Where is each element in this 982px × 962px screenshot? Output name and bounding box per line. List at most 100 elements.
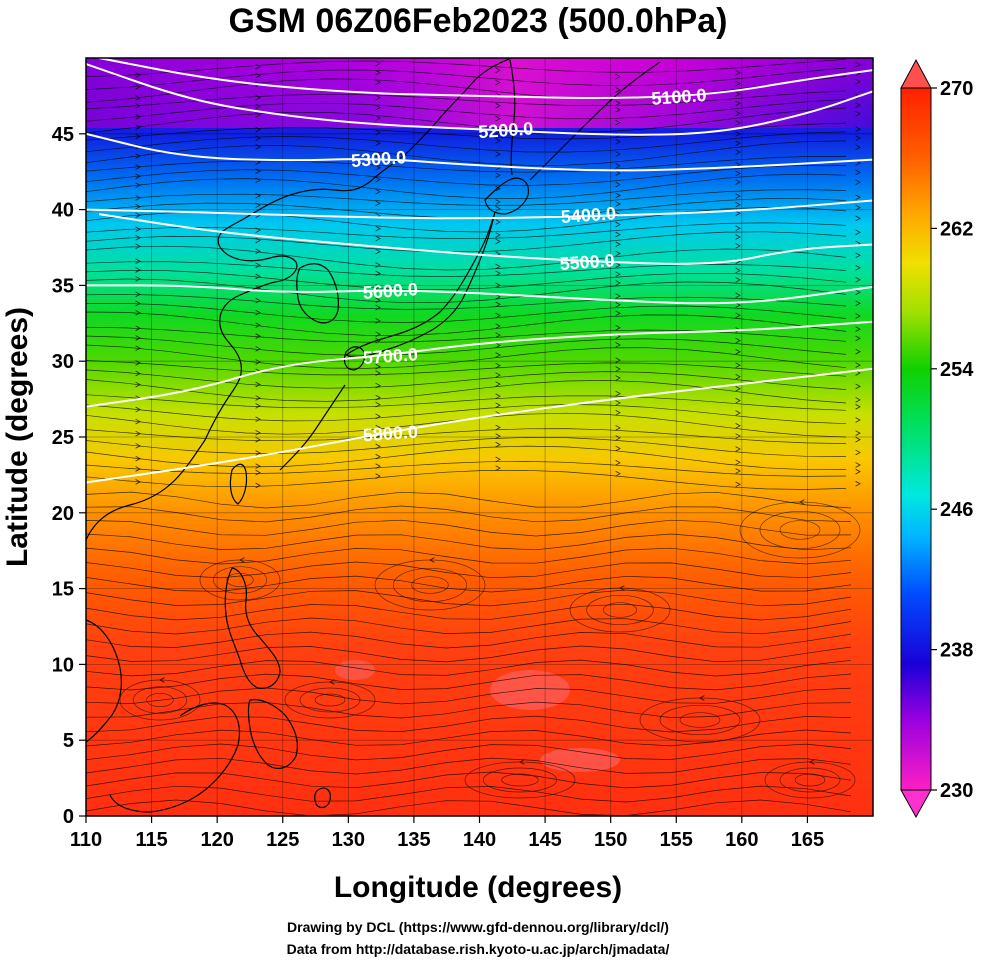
streamline-arrow — [615, 271, 621, 277]
streamline-arrow — [375, 413, 381, 420]
streamline-arrow — [135, 466, 141, 472]
x-tick-label: 155 — [660, 829, 693, 851]
coast-philippines-south — [247, 699, 298, 769]
colorbar-tick-label: 254 — [940, 359, 974, 381]
streamline-arrow — [495, 381, 501, 387]
streamline-arrow — [135, 124, 141, 130]
x-tick-label: 150 — [594, 829, 627, 851]
streamline-arrow — [159, 677, 165, 683]
streamline-arrow — [375, 463, 381, 469]
streamline-arrow — [735, 410, 741, 416]
streamline-arrow — [135, 95, 141, 101]
streamline-arrow — [495, 352, 501, 358]
streamline-arrow — [855, 277, 861, 283]
streamline-arrow — [495, 238, 501, 245]
streamline-arrow — [135, 212, 141, 218]
streamline-arrow — [855, 430, 861, 436]
streamline-arrow — [495, 372, 501, 378]
streamline-arrow — [615, 366, 621, 372]
streamline-arrow — [855, 169, 861, 176]
streamline — [86, 189, 847, 206]
streamline-arrow — [375, 104, 381, 111]
credit-line-1: Drawing by DCL (https://www.gfd-dennou.o… — [287, 919, 669, 935]
streamline-arrow — [255, 227, 261, 233]
streamline-arrow — [855, 417, 861, 423]
streamline-arrow — [375, 473, 381, 479]
streamline-arrow — [495, 424, 501, 431]
coast-ryukyu — [279, 384, 346, 471]
streamline-arrow — [375, 129, 381, 136]
streamline — [392, 567, 468, 603]
streamline-arrow — [615, 459, 621, 466]
streamline — [86, 107, 847, 134]
streamline-arrow — [135, 153, 141, 159]
streamline-arrow — [255, 144, 261, 150]
height-contour — [98, 58, 873, 100]
streamline-arrow — [255, 450, 261, 456]
streamline-arrow — [255, 309, 261, 316]
streamline — [86, 428, 847, 444]
streamline — [86, 302, 847, 323]
streamline-arrow — [855, 102, 861, 108]
x-tick-label: 120 — [200, 829, 233, 851]
height-contour — [86, 284, 873, 305]
x-tick-label: 145 — [528, 829, 561, 851]
streamlines — [86, 58, 861, 816]
streamline-arrow — [495, 323, 501, 329]
streamline-arrow — [855, 252, 861, 259]
streamline-arrow — [615, 390, 621, 397]
streamline-arrow — [375, 69, 381, 76]
streamline-arrow — [615, 192, 621, 199]
streamline-arrow — [615, 181, 621, 188]
streamline-arrow — [375, 270, 381, 277]
x-tick-label: 135 — [397, 829, 430, 851]
streamline-arrow — [735, 210, 741, 216]
streamline-arrow — [855, 289, 861, 296]
warm-patch — [490, 670, 570, 710]
streamline — [759, 510, 841, 550]
streamline-arrow — [135, 133, 141, 140]
streamline-arrow — [135, 325, 141, 331]
streamline-arrow — [615, 470, 621, 477]
streamline-arrow — [135, 243, 141, 250]
streamline-arrow — [375, 363, 381, 370]
streamline-arrow — [735, 201, 741, 208]
streamline-arrow — [855, 79, 861, 85]
streamline-arrow — [375, 382, 381, 389]
streamline-arrow — [255, 248, 261, 255]
streamline — [132, 686, 188, 714]
streamline-arrow — [495, 433, 501, 439]
streamline-arrow — [735, 349, 741, 355]
coast-borneo — [109, 702, 241, 813]
streamline-arrow — [255, 63, 261, 70]
streamline — [86, 140, 847, 166]
streamline-arrow — [855, 204, 861, 211]
streamline-arrow — [495, 263, 501, 270]
streamline-arrow — [615, 139, 621, 145]
streamline — [86, 589, 852, 607]
streamline-arrow — [255, 126, 261, 133]
coast-korea — [296, 263, 340, 324]
colorbar-tick-label: 262 — [940, 218, 973, 240]
streamline — [86, 603, 852, 621]
streamline-arrow — [255, 168, 261, 174]
streamline-arrow — [255, 94, 261, 101]
streamline-arrow — [615, 445, 621, 452]
streamline — [86, 394, 847, 411]
streamline — [779, 520, 821, 540]
streamline — [314, 693, 346, 707]
streamline-arrow — [615, 100, 621, 106]
colorbar-lower-triangle — [900, 789, 932, 819]
y-tick-label: 10 — [52, 654, 74, 676]
streamline-arrow — [135, 370, 141, 377]
streamline-arrow — [255, 482, 261, 489]
streamline-arrow — [135, 173, 141, 180]
streamline-arrow — [495, 393, 501, 400]
streamline-arrow — [495, 67, 501, 74]
streamline-arrow — [495, 232, 501, 238]
streamline-arrow — [135, 345, 141, 351]
streamline — [86, 701, 852, 719]
streamline-arrow — [735, 267, 741, 274]
streamline-arrow — [135, 235, 141, 241]
streamline-arrow — [429, 557, 435, 563]
